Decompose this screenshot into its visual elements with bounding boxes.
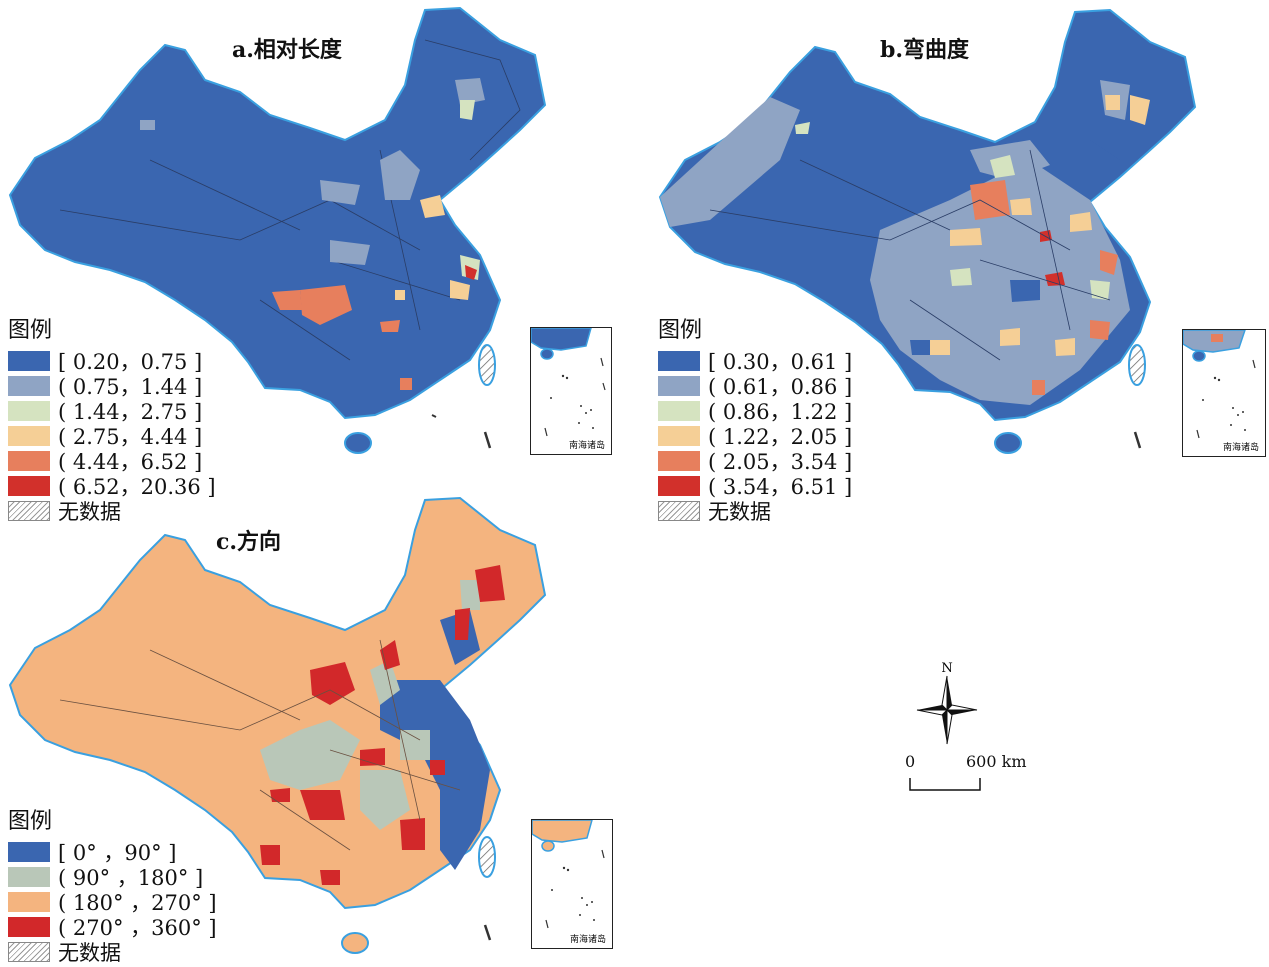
legend-swatch — [8, 866, 50, 887]
legend-label: ( 2.05，3.54 ] — [708, 449, 853, 474]
legend-swatch — [8, 841, 50, 862]
legend-label: ( 1.44，2.75 ] — [58, 399, 203, 424]
legend-item: ( 1.22，2.05 ] — [658, 423, 853, 449]
legend-label: [ 0.30，0.61 ] — [708, 349, 853, 374]
legend-title: 图例 — [8, 809, 53, 834]
legend-label: ( 3.54，6.51 ] — [708, 474, 853, 499]
scale-end-label: 600 km — [966, 752, 1027, 771]
hatch-swatch — [658, 500, 700, 521]
inset-map — [531, 328, 606, 437]
legend-swatch — [8, 450, 50, 471]
inset-map — [1183, 330, 1256, 439]
legend-label: 无数据 — [58, 940, 121, 965]
legend-swatch — [658, 475, 700, 496]
map-title: a.相对长度 — [232, 37, 342, 63]
legend-label: ( 0.75，1.44 ] — [58, 374, 203, 399]
china-map-a — [9, 7, 546, 454]
legend-item: [ 0.30，0.61 ] — [658, 348, 853, 374]
legend-label: 无数据 — [58, 499, 121, 524]
china-map-b — [659, 9, 1196, 454]
hatch-swatch — [8, 941, 50, 962]
china-map-c — [9, 497, 546, 954]
inset-map — [532, 820, 605, 929]
inset-label: 南海诸岛 — [568, 441, 605, 451]
legend-item-no-data: 无数据 — [8, 498, 216, 524]
legend-swatch — [8, 425, 50, 446]
scale-start-label: 0 — [905, 752, 916, 771]
legend-item: [ 0° ，90° ] — [8, 839, 217, 865]
inset-label: 南海诸岛 — [569, 935, 606, 945]
legend-swatch — [8, 916, 50, 937]
scale-bar: 0 600 km — [900, 752, 1040, 797]
legend-swatch — [8, 400, 50, 421]
hatch-swatch — [8, 500, 50, 521]
legend-label: ( 180° ，270° ] — [58, 890, 217, 915]
legend-item: ( 0.86，1.22 ] — [658, 398, 853, 424]
legend-item: ( 90° ，180° ] — [8, 864, 217, 890]
legend-label: ( 6.52，20.36 ] — [58, 474, 216, 499]
legend-label: ( 4.44，6.52 ] — [58, 449, 203, 474]
north-arrow-icon: N — [912, 660, 982, 745]
legend-item: ( 0.75，1.44 ] — [8, 373, 216, 399]
compass-rose-icon: N — [916, 661, 978, 745]
legend-item: ( 4.44，6.52 ] — [8, 448, 216, 474]
legend-item: ( 6.52，20.36 ] — [8, 473, 216, 499]
north-label: N — [941, 661, 952, 676]
legend-label: ( 1.22，2.05 ] — [708, 424, 853, 449]
legend-swatch — [8, 891, 50, 912]
legend-swatch — [658, 400, 700, 421]
inset-label: 南海诸岛 — [1222, 443, 1259, 453]
legend-swatch — [658, 350, 700, 371]
legend-label: ( 270° ，360° ] — [58, 915, 217, 940]
legend-item: [ 0.20，0.75 ] — [8, 348, 216, 374]
legend-title: 图例 — [658, 318, 703, 343]
legend-title: 图例 — [8, 318, 53, 343]
legend-item: ( 2.75，4.44 ] — [8, 423, 216, 449]
legend-swatch — [8, 475, 50, 496]
south-china-sea-inset: 南海诸岛 — [531, 819, 613, 949]
legend-label: [ 0.20，0.75 ] — [58, 349, 203, 374]
legend: 图例 [ 0.20，0.75 ] ( 0.75，1.44 ] ( 1.44，2.… — [8, 312, 216, 524]
legend-label: [ 0° ，90° ] — [58, 840, 177, 865]
legend-label: ( 0.61，0.86 ] — [708, 374, 853, 399]
south-china-sea-inset: 南海诸岛 — [1182, 329, 1266, 457]
legend-swatch — [658, 450, 700, 471]
legend: 图例 [ 0° ，90° ] ( 90° ，180° ] ( 180° ，270… — [8, 803, 217, 965]
map-panel-a: a.相对长度 图例 [ 0.20，0.75 ] ( 0.75，1.44 ] ( … — [0, 0, 620, 524]
legend-label: ( 0.86，1.22 ] — [708, 399, 853, 424]
map-panel-b: b.弯曲度 图例 [ 0.30，0.61 ] ( 0.61，0.86 ] ( 0… — [650, 0, 1269, 524]
legend-swatch — [8, 350, 50, 371]
legend-item: ( 0.61，0.86 ] — [658, 373, 853, 399]
map-title: b.弯曲度 — [880, 37, 970, 63]
legend: 图例 [ 0.30，0.61 ] ( 0.61，0.86 ] ( 0.86，1.… — [658, 312, 853, 524]
scale-bar-line — [909, 778, 981, 791]
south-china-sea-inset: 南海诸岛 — [530, 327, 612, 455]
legend-item-no-data: 无数据 — [658, 498, 852, 524]
map-panel-c: c.方向 图例 [ 0° ，90° ] ( 90° ，180° ] ( 180°… — [0, 490, 620, 965]
legend-label: ( 90° ，180° ] — [58, 865, 204, 890]
legend-swatch — [658, 375, 700, 396]
legend-item: ( 1.44，2.75 ] — [8, 398, 216, 424]
legend-item: ( 180° ，270° ] — [8, 889, 217, 915]
legend-swatch — [8, 375, 50, 396]
legend-item: ( 2.05，3.54 ] — [658, 448, 853, 474]
legend-label: ( 2.75，4.44 ] — [58, 424, 203, 449]
legend-swatch — [658, 425, 700, 446]
legend-label: 无数据 — [708, 499, 771, 524]
legend-item-no-data: 无数据 — [8, 939, 217, 965]
legend-item: ( 270° ，360° ] — [8, 914, 217, 940]
legend-item: ( 3.54，6.51 ] — [658, 473, 853, 499]
map-title: c.方向 — [216, 529, 282, 555]
